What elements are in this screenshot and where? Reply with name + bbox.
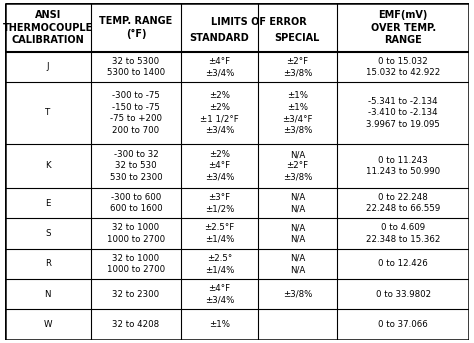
Text: ANSI
THERMOCOUPLE
CALIBRATION: ANSI THERMOCOUPLE CALIBRATION <box>2 10 93 45</box>
Text: J: J <box>46 62 49 71</box>
Text: 0 to 11.243
11.243 to 50.990: 0 to 11.243 11.243 to 50.990 <box>366 156 440 176</box>
Text: ±4°F
±3/4%: ±4°F ±3/4% <box>205 57 234 77</box>
Text: 0 to 12.426: 0 to 12.426 <box>378 259 428 268</box>
Text: N/A
±2°F
±3/8%: N/A ±2°F ±3/8% <box>283 150 312 182</box>
Text: 32 to 2300: 32 to 2300 <box>112 289 160 299</box>
Text: ±2.5°
±1/4%: ±2.5° ±1/4% <box>205 253 234 274</box>
Text: N/A
N/A: N/A N/A <box>290 253 305 274</box>
Text: 0 to 15.032
15.032 to 42.922: 0 to 15.032 15.032 to 42.922 <box>366 57 440 77</box>
Text: ±2.5°F
±1/4%: ±2.5°F ±1/4% <box>204 223 235 244</box>
Text: N/A
N/A: N/A N/A <box>290 223 305 244</box>
Text: E: E <box>45 199 50 208</box>
Text: 0 to 37.066: 0 to 37.066 <box>378 320 428 329</box>
Text: 32 to 5300
5300 to 1400: 32 to 5300 5300 to 1400 <box>107 57 165 77</box>
Text: TEMP. RANGE
(°F): TEMP. RANGE (°F) <box>100 16 173 39</box>
Text: 0 to 33.9802: 0 to 33.9802 <box>375 289 430 299</box>
Text: -300 to 32
32 to 530
530 to 2300: -300 to 32 32 to 530 530 to 2300 <box>109 150 162 182</box>
Text: ±3/8%: ±3/8% <box>283 289 312 299</box>
Text: ±1%
±1%
±3/4°F
±3/8%: ±1% ±1% ±3/4°F ±3/8% <box>282 91 313 134</box>
Text: ±2%
±2%
±1 1/2°F
±3/4%: ±2% ±2% ±1 1/2°F ±3/4% <box>200 91 239 134</box>
Text: 32 to 4208: 32 to 4208 <box>112 320 160 329</box>
Text: -300 to -75
-150 to -75
-75 to +200
200 to 700: -300 to -75 -150 to -75 -75 to +200 200 … <box>110 91 162 134</box>
Text: STANDARD: STANDARD <box>190 33 249 43</box>
Text: 0 to 4.609
22.348 to 15.362: 0 to 4.609 22.348 to 15.362 <box>366 223 440 244</box>
Text: W: W <box>44 320 52 329</box>
Text: S: S <box>45 229 50 238</box>
Text: K: K <box>45 162 51 170</box>
Text: 0 to 22.248
22.248 to 66.559: 0 to 22.248 22.248 to 66.559 <box>366 193 440 213</box>
Text: ±2%
±4°F
±3/4%: ±2% ±4°F ±3/4% <box>205 150 234 182</box>
Text: T: T <box>45 108 50 117</box>
Text: R: R <box>45 259 51 268</box>
Text: EMF(mV)
OVER TEMP.
RANGE: EMF(mV) OVER TEMP. RANGE <box>371 10 436 45</box>
Text: SPECIAL: SPECIAL <box>275 33 320 43</box>
Text: ±2°F
±3/8%: ±2°F ±3/8% <box>283 57 312 77</box>
Text: -300 to 600
600 to 1600: -300 to 600 600 to 1600 <box>109 193 162 213</box>
Text: ±4°F
±3/4%: ±4°F ±3/4% <box>205 284 234 304</box>
Text: 32 to 1000
1000 to 2700: 32 to 1000 1000 to 2700 <box>107 253 165 274</box>
Text: 32 to 1000
1000 to 2700: 32 to 1000 1000 to 2700 <box>107 223 165 244</box>
Text: LIMITS OF ERROR: LIMITS OF ERROR <box>211 17 307 27</box>
Text: N: N <box>45 289 51 299</box>
Text: ±3°F
±1/2%: ±3°F ±1/2% <box>205 193 234 213</box>
Text: ±1%: ±1% <box>209 320 230 329</box>
Text: -5.341 to -2.134
-3.410 to -2.134
3.9967 to 19.095: -5.341 to -2.134 -3.410 to -2.134 3.9967… <box>366 97 440 129</box>
Text: N/A
N/A: N/A N/A <box>290 193 305 213</box>
